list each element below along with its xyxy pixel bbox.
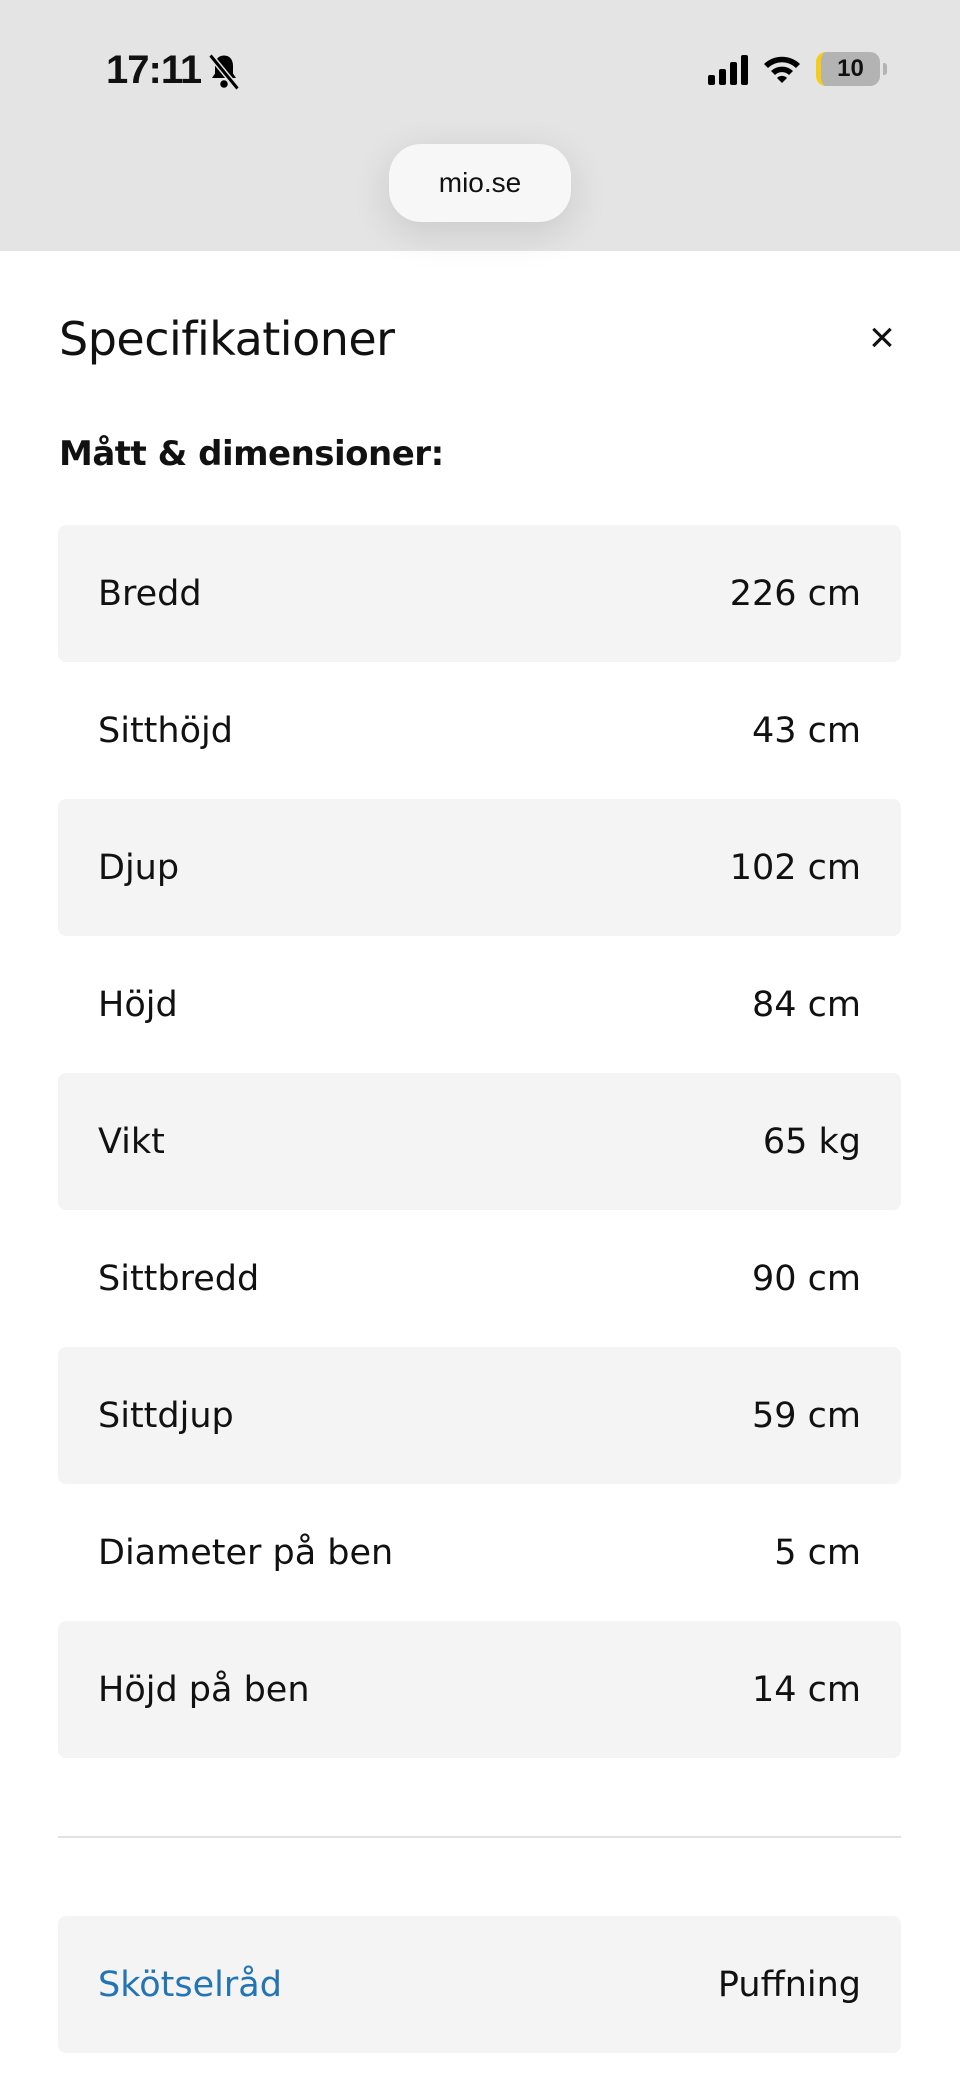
spec-row: Höjd 84 cm <box>58 936 901 1073</box>
spec-label: Sittdjup <box>98 1395 234 1436</box>
spec-label: Höjd på ben <box>98 1669 310 1710</box>
spec-table: Bredd 226 cm Sitthöjd 43 cm Djup 102 cm Höj… <box>58 525 901 1758</box>
spec-value: 102 cm <box>729 847 861 888</box>
cellular-signal-icon <box>708 53 748 85</box>
page-title: Specifikationer <box>59 312 395 366</box>
spec-label: Djup <box>98 847 180 888</box>
close-button[interactable]: × <box>862 316 902 360</box>
spec-value: 14 cm <box>752 1669 861 1710</box>
spec-label: Diameter på ben <box>98 1532 394 1573</box>
spec-value: 43 cm <box>752 710 861 751</box>
spec-row: Bredd 226 cm <box>58 525 901 662</box>
spec-value: 65 kg <box>762 1121 861 1162</box>
battery-icon: 10 <box>816 52 887 86</box>
close-icon: × <box>869 313 895 362</box>
spec-row: Djup 102 cm <box>58 799 901 936</box>
spec-row: Sittbredd 90 cm <box>58 1210 901 1347</box>
spec-value: 226 cm <box>729 573 861 614</box>
divider <box>58 1836 901 1838</box>
status-time: 17:11 <box>106 48 202 92</box>
care-advice-link[interactable]: Skötselråd <box>98 1964 282 2005</box>
spec-value: 90 cm <box>752 1258 861 1299</box>
care-row: Skötselråd Puffning <box>58 1916 901 2053</box>
spec-row: Diameter på ben 5 cm <box>58 1484 901 1621</box>
spec-label: Sittbredd <box>98 1258 260 1299</box>
spec-value: 59 cm <box>752 1395 861 1436</box>
status-bar-area: 17:11 10 mio.se <box>0 0 960 251</box>
spec-label: Höjd <box>98 984 178 1025</box>
wifi-icon <box>764 56 800 83</box>
section-title: Mått & dimensioner: <box>59 434 444 474</box>
spec-row: Höjd på ben 14 cm <box>58 1621 901 1758</box>
spec-label: Bredd <box>98 573 202 614</box>
care-value: Puffning <box>717 1964 861 2005</box>
spec-label: Sitthöjd <box>98 710 233 751</box>
bell-slash-icon <box>208 53 240 91</box>
spec-label: Vikt <box>98 1121 165 1162</box>
url-bar[interactable]: mio.se <box>389 144 571 222</box>
spec-row: Sittdjup 59 cm <box>58 1347 901 1484</box>
spec-value: 84 cm <box>752 984 861 1025</box>
spec-row: Sitthöjd 43 cm <box>58 662 901 799</box>
spec-row: Vikt 65 kg <box>58 1073 901 1210</box>
spec-value: 5 cm <box>774 1532 861 1573</box>
